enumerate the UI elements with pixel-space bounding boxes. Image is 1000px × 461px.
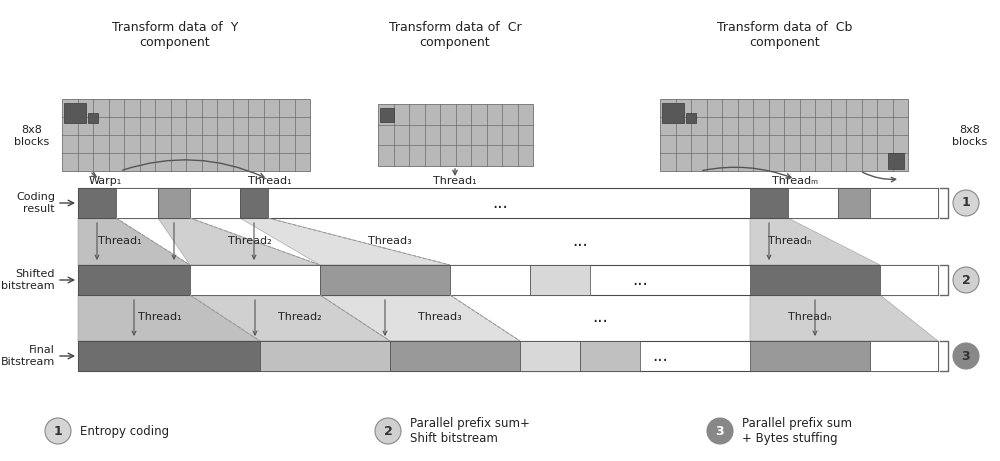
Bar <box>260 341 390 371</box>
Bar <box>240 188 268 218</box>
Text: Shifted
bitstream: Shifted bitstream <box>1 269 55 291</box>
Text: Transform data of  Y
component: Transform data of Y component <box>112 21 238 49</box>
FancyArrowPatch shape <box>91 172 96 177</box>
Circle shape <box>953 267 979 293</box>
Polygon shape <box>750 295 938 341</box>
Bar <box>520 341 580 371</box>
Bar <box>580 341 640 371</box>
Polygon shape <box>78 295 260 341</box>
Bar <box>788 188 838 218</box>
Bar <box>750 341 870 371</box>
Circle shape <box>707 418 733 444</box>
Bar <box>870 341 938 371</box>
Text: Transform data of  Cb
component: Transform data of Cb component <box>717 21 853 49</box>
Text: Thread₁: Thread₁ <box>433 176 477 186</box>
Bar <box>158 188 190 218</box>
Bar <box>78 188 938 218</box>
FancyArrowPatch shape <box>703 167 791 178</box>
Text: Threadₙ: Threadₙ <box>788 312 832 322</box>
Bar <box>78 265 190 295</box>
Bar <box>750 265 880 295</box>
Polygon shape <box>158 218 320 265</box>
Text: Final
Bitstream: Final Bitstream <box>1 345 55 367</box>
FancyArrowPatch shape <box>123 160 264 177</box>
Text: ...: ... <box>492 194 508 212</box>
Bar <box>378 104 533 166</box>
Circle shape <box>953 343 979 369</box>
Bar <box>64 103 86 123</box>
Circle shape <box>45 418 71 444</box>
Bar <box>62 99 310 171</box>
Text: ...: ... <box>592 308 608 326</box>
Bar <box>530 265 590 295</box>
Bar <box>750 188 788 218</box>
Text: ...: ... <box>572 232 588 250</box>
Text: Thread₂: Thread₂ <box>278 312 322 322</box>
Bar <box>116 188 158 218</box>
Text: Parallel prefix sum+
Shift bitstream: Parallel prefix sum+ Shift bitstream <box>410 417 530 445</box>
Bar <box>190 188 240 218</box>
Bar <box>78 265 938 295</box>
Bar <box>190 265 320 295</box>
Text: 1: 1 <box>54 425 62 437</box>
Polygon shape <box>78 218 190 265</box>
Circle shape <box>375 418 401 444</box>
Text: Thread₁: Thread₁ <box>98 236 142 246</box>
Text: Threadₘ: Threadₘ <box>772 176 818 186</box>
Bar <box>870 188 938 218</box>
Text: 8x8
blocks: 8x8 blocks <box>952 125 988 147</box>
Text: Thread₃: Thread₃ <box>418 312 462 322</box>
Text: Thread₃: Thread₃ <box>368 236 412 246</box>
Bar <box>88 113 98 123</box>
Bar <box>450 265 530 295</box>
Text: Thread₂: Thread₂ <box>228 236 272 246</box>
Polygon shape <box>190 295 390 341</box>
Text: ...: ... <box>632 271 648 289</box>
Bar <box>78 341 938 371</box>
Polygon shape <box>320 295 520 341</box>
Text: Transform data of  Cr
component: Transform data of Cr component <box>389 21 521 49</box>
Bar <box>880 265 938 295</box>
Text: ...: ... <box>652 347 668 365</box>
Text: 2: 2 <box>384 425 392 437</box>
Bar <box>320 265 450 295</box>
Polygon shape <box>240 218 450 265</box>
Polygon shape <box>750 218 880 265</box>
Bar <box>660 99 908 171</box>
Text: Entropy coding: Entropy coding <box>80 425 169 437</box>
Text: Thread₁: Thread₁ <box>248 176 292 186</box>
Text: 8x8
blocks: 8x8 blocks <box>14 125 50 147</box>
Text: 3: 3 <box>716 425 724 437</box>
Text: 2: 2 <box>962 273 970 286</box>
Text: 3: 3 <box>962 349 970 362</box>
Circle shape <box>953 190 979 216</box>
Text: Warp₁: Warp₁ <box>88 176 122 186</box>
Bar <box>390 341 520 371</box>
Bar <box>888 153 904 169</box>
Text: Thread₁: Thread₁ <box>138 312 182 322</box>
Bar <box>838 188 870 218</box>
Text: Coding
result: Coding result <box>16 192 55 214</box>
Text: 1: 1 <box>962 196 970 209</box>
Bar <box>380 108 394 122</box>
Text: Threadₙ: Threadₙ <box>768 236 812 246</box>
FancyArrowPatch shape <box>453 169 457 175</box>
Bar <box>78 341 260 371</box>
Bar <box>78 188 116 218</box>
FancyArrowPatch shape <box>862 172 896 182</box>
Bar <box>686 113 696 123</box>
Bar <box>662 103 684 123</box>
Text: Parallel prefix sum
+ Bytes stuffing: Parallel prefix sum + Bytes stuffing <box>742 417 852 445</box>
